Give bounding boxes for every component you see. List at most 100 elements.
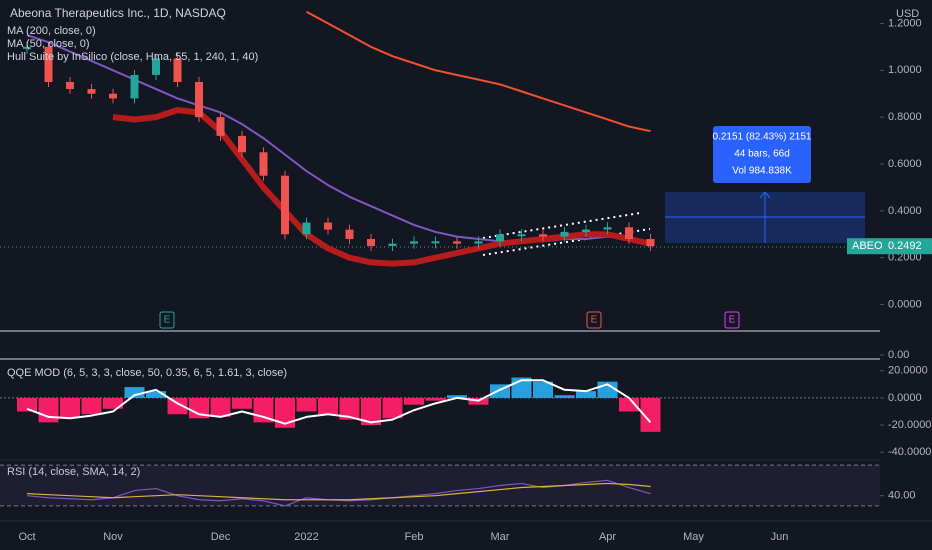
- candle-body: [44, 46, 53, 82]
- y-tick-label: 1.2000: [888, 17, 922, 29]
- qqe-bar: [210, 397, 231, 417]
- candle-body: [539, 234, 547, 237]
- earnings-marker: [586, 311, 602, 329]
- rsi-sma-line: [26, 482, 651, 501]
- qqe-bar: [318, 397, 338, 415]
- x-tick-label: Dec: [211, 531, 231, 543]
- candle-body: [23, 46, 31, 49]
- rsi-title: RSI (14, close, SMA, 14, 2): [7, 466, 140, 478]
- qqe-bar: [296, 397, 317, 412]
- qqe-bar: [81, 397, 102, 415]
- last-price: 0.2492: [888, 240, 922, 252]
- y-tick-label: -40.0000: [888, 446, 931, 458]
- candle-body: [324, 222, 332, 230]
- y-tick-label: 0.4000: [888, 205, 922, 217]
- candle-body: [152, 58, 160, 75]
- candle-body: [496, 234, 504, 242]
- x-tick-label: Feb: [405, 531, 424, 543]
- channel-line: [482, 228, 651, 256]
- qqe-bar: [124, 387, 145, 398]
- candle-body: [195, 82, 203, 118]
- y-tick-label: 20.0000: [888, 365, 928, 377]
- qqe-bar: [425, 397, 446, 401]
- candle-body: [560, 231, 569, 237]
- candle-body: [173, 58, 182, 82]
- x-tick-label: Mar: [491, 531, 510, 543]
- qqe-bar: [576, 391, 596, 398]
- x-tick-label: May: [683, 531, 704, 543]
- y-tick-label: 40.00: [888, 490, 916, 502]
- legend-entry: MA (50, close, 0): [7, 38, 90, 50]
- candle-body: [517, 234, 526, 237]
- candle-body: [281, 175, 289, 235]
- tooltip-line: 0.2151 (82.43%) 2151: [713, 132, 812, 143]
- qqe-bar: [60, 397, 80, 419]
- symbol-tag: [847, 238, 932, 255]
- qqe-bar: [275, 397, 295, 428]
- candle-body: [130, 74, 139, 99]
- y-tick-label: -20.0000: [888, 419, 931, 431]
- y-tick-label: 0.8000: [888, 111, 922, 123]
- candle-body: [410, 241, 418, 244]
- candle-body: [474, 241, 483, 244]
- candle-body: [367, 238, 375, 246]
- y-tick-label: 0.0000: [888, 298, 922, 310]
- legend-entry: Hull Suite by InSilico (close, Hma, 55, …: [7, 51, 258, 63]
- qqe-bar: [447, 395, 467, 398]
- rsi-band: [0, 465, 880, 506]
- qqe-bar: [189, 397, 209, 419]
- candle-body: [582, 229, 590, 232]
- qqe-bar: [382, 397, 403, 419]
- y-tick-label: 0.6000: [888, 158, 922, 170]
- x-tick-label: 2022: [294, 531, 318, 543]
- qqe-bar: [554, 395, 575, 398]
- earnings-label: E: [729, 315, 736, 326]
- candle-body: [431, 241, 440, 244]
- qqe-bar: [361, 397, 381, 426]
- channel-line: [482, 212, 641, 239]
- qqe-bar: [533, 381, 553, 398]
- tooltip-line: Vol 984.838K: [732, 166, 792, 177]
- x-tick-label: Oct: [18, 531, 35, 543]
- qqe-bar: [167, 397, 188, 415]
- qqe-bar: [17, 397, 37, 412]
- legend-entry: MA (200, close, 0): [7, 25, 96, 37]
- candle-body: [302, 222, 311, 235]
- chart-title: Abeona Therapeutics Inc., 1D, NASDAQ: [10, 6, 226, 20]
- qqe-title: QQE MOD (6, 5, 3, 3, close, 50, 0.35, 6,…: [7, 367, 287, 379]
- qqe-bar: [103, 397, 123, 409]
- candle-body: [109, 93, 117, 99]
- qqe-bar: [640, 397, 661, 432]
- candle-body: [238, 135, 246, 153]
- y-tick-label: 0.2000: [888, 252, 922, 264]
- earnings-label: E: [591, 315, 598, 326]
- qqe-bar: [38, 397, 59, 423]
- qqe-bar: [619, 397, 639, 412]
- candle-body: [345, 229, 354, 239]
- x-tick-label: Apr: [599, 531, 616, 543]
- overlay-line: [306, 10, 651, 133]
- x-tick-label: Jun: [771, 531, 789, 543]
- x-tick-label: Nov: [103, 531, 123, 543]
- candle-body: [646, 238, 655, 247]
- candle-body: [453, 241, 461, 244]
- candle-body: [66, 82, 74, 90]
- candle-body: [87, 89, 96, 94]
- qqe-bar: [232, 397, 252, 409]
- qqe-bar: [146, 391, 166, 398]
- candle-body: [216, 117, 225, 136]
- earnings-marker: [159, 311, 175, 329]
- earnings-label: E: [164, 315, 171, 326]
- position-tooltip: [713, 126, 811, 183]
- symbol-name: ABEO: [852, 240, 883, 252]
- candle-body: [388, 243, 397, 246]
- qqe-bar: [404, 397, 424, 405]
- currency: USD: [896, 8, 919, 20]
- qqe-bar: [339, 397, 360, 420]
- qqe-line: [26, 379, 652, 425]
- candle-body: [259, 152, 268, 176]
- y-tick-label: 0.00: [888, 349, 909, 361]
- tooltip-line: 44 bars, 66d: [734, 149, 790, 160]
